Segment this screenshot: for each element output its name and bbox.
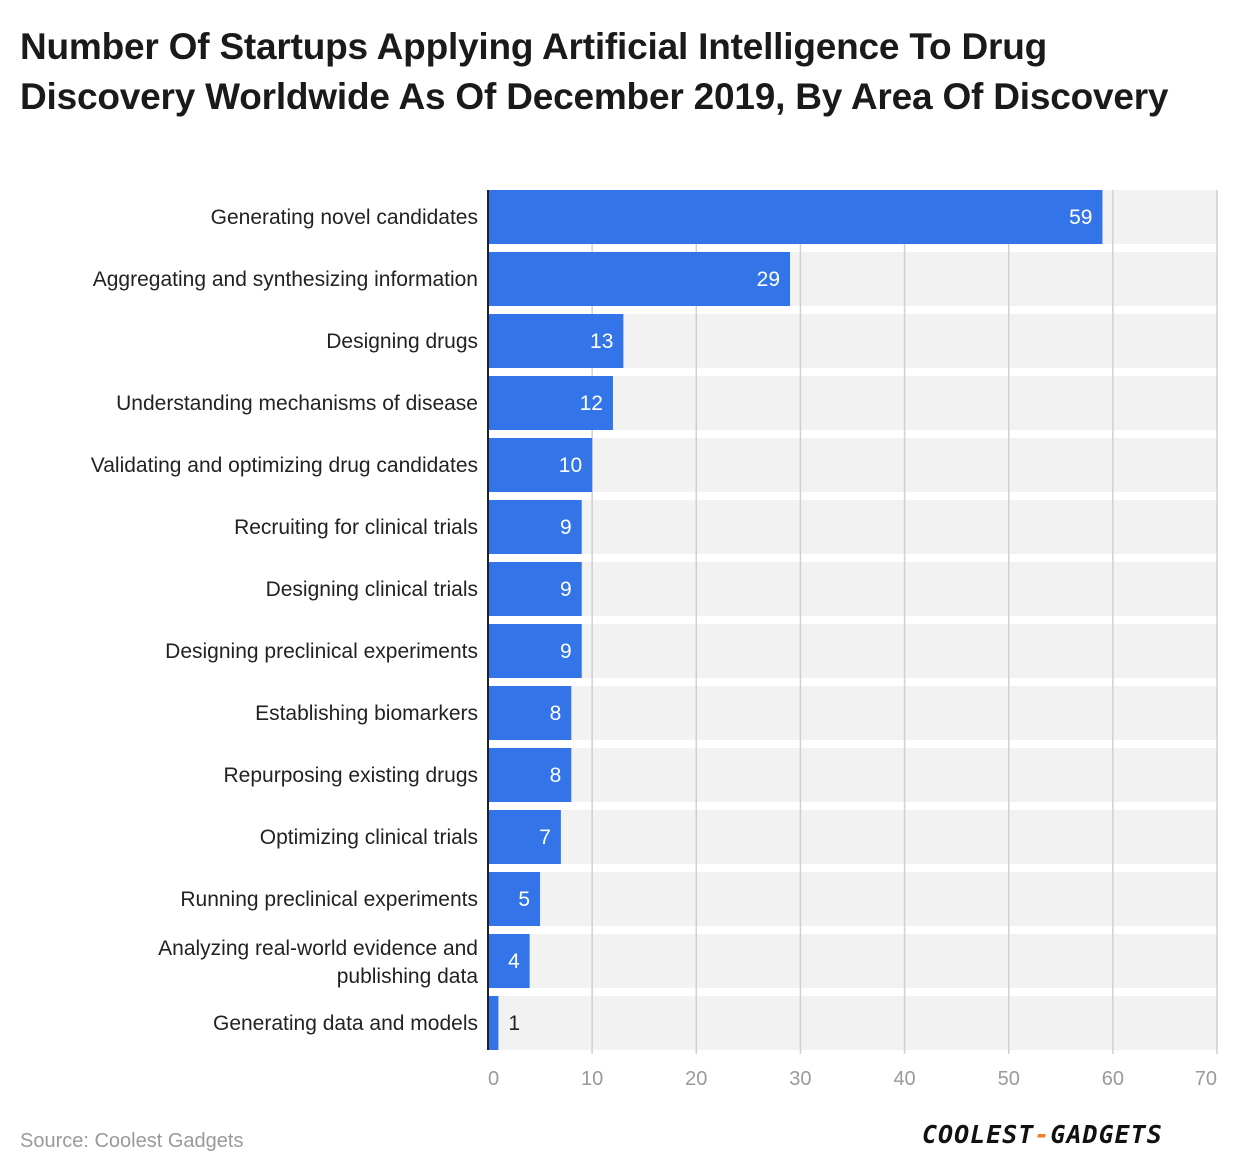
bar	[488, 500, 582, 554]
category-label: Optimizing clinical trials	[260, 826, 478, 849]
row-band	[488, 562, 1217, 616]
bar	[488, 686, 572, 740]
value-label: 9	[560, 640, 572, 663]
x-tick-label: 30	[789, 1068, 811, 1090]
bar	[488, 376, 613, 430]
value-label: 13	[590, 330, 613, 353]
value-label: 59	[1069, 206, 1092, 229]
row-band	[488, 624, 1217, 678]
category-label: Designing preclinical experiments	[165, 640, 478, 663]
bar	[488, 872, 541, 926]
category-label: Running preclinical experiments	[180, 888, 478, 911]
bar	[488, 748, 572, 802]
bar	[488, 190, 1103, 244]
row-band	[488, 500, 1217, 554]
bar	[488, 810, 561, 864]
bar	[488, 252, 791, 306]
category-label: Generating data and models	[213, 1012, 478, 1035]
x-tick-label: 60	[1102, 1068, 1124, 1090]
x-tick-label: 50	[998, 1068, 1020, 1090]
bar	[488, 996, 499, 1050]
value-label: 4	[508, 950, 520, 973]
row-band	[488, 934, 1217, 988]
x-tick-label: 40	[893, 1068, 915, 1090]
category-label: Analyzing real-world evidence and publish…	[158, 937, 478, 988]
category-label: Repurposing existing drugs	[224, 764, 478, 787]
category-labels: Generating novel candidates Aggregating a…	[91, 206, 479, 1035]
value-label: 29	[757, 268, 780, 291]
row-band	[488, 872, 1217, 926]
row-band	[488, 996, 1217, 1050]
row-band	[488, 810, 1217, 864]
bar-chart: 59 29 13 12 10 9 9 9 8 8 7 5 4 1 Generating novel can…	[91, 190, 1218, 1090]
bars	[488, 190, 1103, 1050]
category-label: Understanding mechanisms of disease	[116, 392, 478, 415]
value-label: 7	[539, 826, 551, 849]
x-tick-label: 70	[1195, 1068, 1217, 1090]
x-tick-label: 10	[581, 1068, 603, 1090]
category-label: Recruiting for clinical trials	[234, 516, 478, 539]
bar	[488, 562, 582, 616]
value-label: 9	[560, 516, 572, 539]
row-band	[488, 686, 1217, 740]
value-labels: 59 29 13 12 10 9 9 9 8 8 7 5 4 1	[508, 206, 1092, 1035]
row-band	[488, 438, 1217, 492]
x-tick-label: 20	[685, 1068, 707, 1090]
x-tick-label: 0	[488, 1068, 499, 1090]
category-label: Designing drugs	[326, 330, 478, 353]
bar	[488, 314, 624, 368]
category-label: Aggregating and synthesizing information	[93, 268, 478, 291]
value-label: 9	[560, 578, 572, 601]
row-band	[488, 748, 1217, 802]
source-note: Source: Coolest Gadgets	[20, 1130, 244, 1152]
value-label: 5	[518, 888, 530, 911]
value-label: 1	[508, 1012, 520, 1035]
value-label: 8	[550, 702, 562, 725]
brand-logo: COOLEST-GADGETS	[922, 1120, 1163, 1149]
category-label: Designing clinical trials	[266, 578, 478, 601]
chart-title: Number Of Startups Applying Artificial I…	[20, 26, 1169, 117]
value-label: 12	[580, 392, 603, 415]
bar	[488, 438, 593, 492]
value-label: 10	[559, 454, 582, 477]
x-axis-ticks: 0 10 20 30 40 50 60 70	[488, 1068, 1217, 1090]
category-label: Generating novel candidates	[211, 206, 478, 229]
bar	[488, 934, 530, 988]
category-label: Establishing biomarkers	[255, 702, 478, 725]
value-label: 8	[550, 764, 562, 787]
category-label: Validating and optimizing drug candidate…	[91, 454, 478, 477]
bar	[488, 624, 582, 678]
